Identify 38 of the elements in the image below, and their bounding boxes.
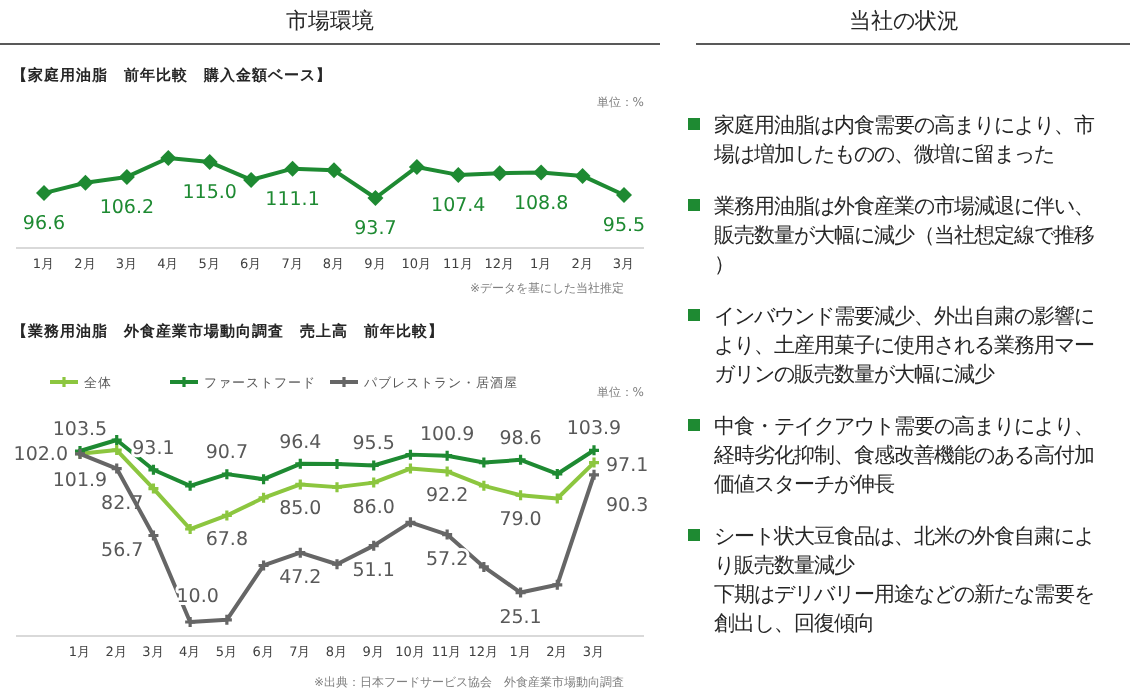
data-label: 90.7 <box>205 442 249 465</box>
text: インバウンド需要減少、外出自粛の影響により、土産用菓子に使用される業務用マーガリンの販売数量が大幅に減少 <box>714 305 1094 387</box>
data-label: 95.5 <box>352 433 395 456</box>
data-label: 98.6 <box>499 427 542 450</box>
data-label: 90.3 <box>606 494 649 517</box>
data-label: 103.5 <box>52 419 108 442</box>
data-label: 103.9 <box>566 418 622 441</box>
data-label: 86.0 <box>352 496 395 519</box>
data-label: 57.2 <box>425 548 469 571</box>
text: シート状大豆食品は、北米の外食自粛により販売数量減少 <box>714 525 1094 578</box>
data-label: 115.0 <box>182 182 237 205</box>
text: 業務用油脂は外食産業の市場減退に伴い、販売数量が大幅に減少（当社想定線で推移） <box>714 195 1094 277</box>
text: 下期はデリバリー用途などの新たな需要を創出し、回復傾向 <box>714 583 1094 636</box>
data-label: 96.4 <box>279 431 322 454</box>
data-label: 93.1 <box>132 437 175 460</box>
data-label: 93.7 <box>354 218 397 240</box>
data-label: 107.4 <box>431 194 486 217</box>
data-label: 95.5 <box>602 214 646 237</box>
data-label: 92.2 <box>425 485 469 508</box>
data-label: 102.0 <box>13 443 68 466</box>
text: 中食・テイクアウト需要の高まりにより、経時劣化抑制、食感改善機能のある高付加価値スターチが伸長 <box>712 415 1094 497</box>
data-label: 97.1 <box>606 454 649 477</box>
data-label: 51.1 <box>352 559 395 582</box>
data-label: 56.7 <box>101 539 144 562</box>
data-label: 47.2 <box>279 566 322 589</box>
data-label: 101.9 <box>52 469 108 492</box>
data-label: 96.6 <box>22 213 66 236</box>
text: 家庭用油脂は内食需要の高まりにより、市場は増加したものの、微増に留まった <box>712 114 1094 167</box>
data-label: 85.0 <box>279 498 322 521</box>
data-label: 106.2 <box>99 196 155 219</box>
data-label: 67.8 <box>205 529 249 552</box>
data-label: 100.9 <box>419 423 475 446</box>
data-label: 111.1 <box>265 188 320 211</box>
chart-title: 市場環境 <box>286 8 374 34</box>
data-label: 79.0 <box>499 509 542 532</box>
data-label: 25.1 <box>499 606 542 629</box>
text: 当社の状況 <box>849 8 959 34</box>
data-label: 108.8 <box>513 192 569 215</box>
